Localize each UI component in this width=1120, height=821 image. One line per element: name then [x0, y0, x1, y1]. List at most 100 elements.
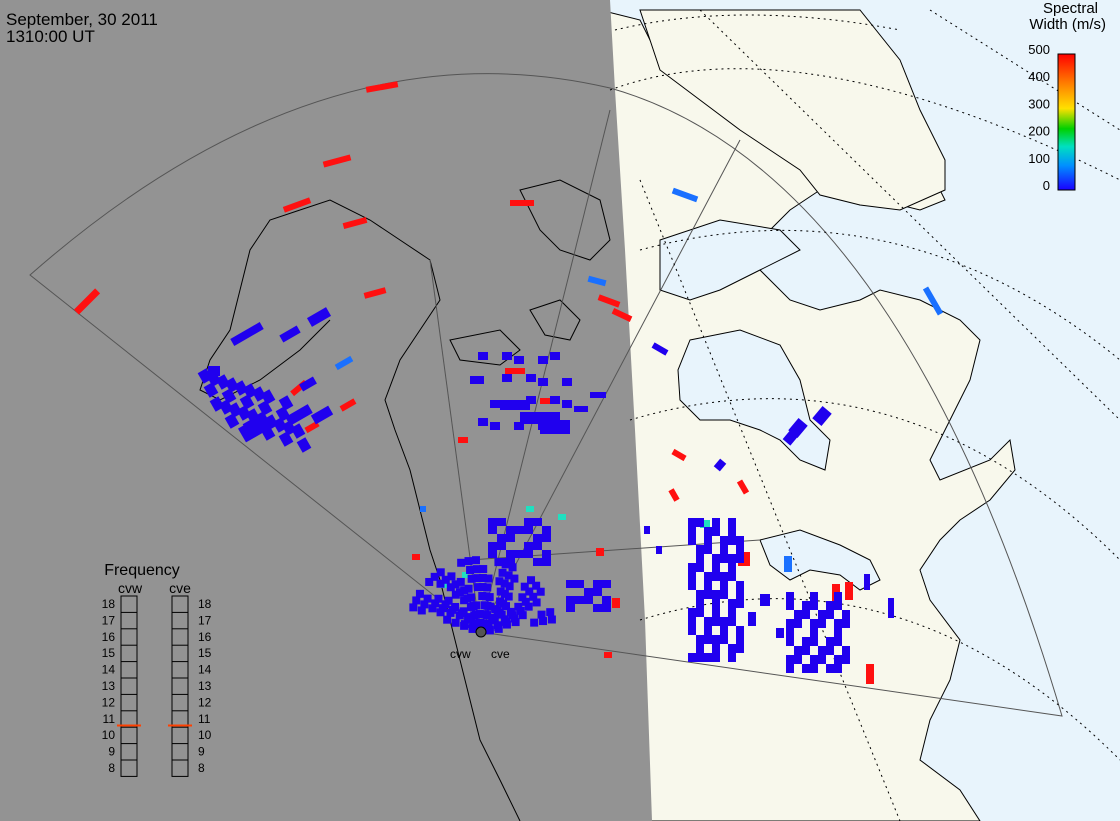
scatter-cell — [506, 534, 515, 542]
scatter-cell — [538, 356, 548, 364]
scatter-cell — [221, 388, 237, 404]
scatter-cell — [451, 602, 460, 611]
scatter-cell — [668, 488, 680, 502]
scatter-cell — [466, 565, 475, 574]
scatter-cell — [802, 601, 810, 610]
frequency-scale-label: 13 — [198, 679, 212, 693]
scatter-cell — [530, 618, 539, 627]
scatter-cell — [712, 572, 720, 581]
scatter-cell — [704, 590, 712, 599]
scatter-cell — [818, 619, 826, 628]
scatter-cell — [712, 617, 720, 626]
scatter-cell — [720, 626, 728, 635]
scatter-cell — [488, 518, 497, 526]
scatter-cell — [704, 572, 712, 581]
scatter-cell — [504, 592, 513, 601]
colorbar-tick-label: 300 — [1028, 96, 1050, 111]
scatter-cell — [818, 655, 826, 664]
scatter-cell — [696, 608, 704, 617]
scatter-cell — [529, 592, 538, 601]
scatter-cell — [712, 608, 720, 617]
scatter-cell — [505, 368, 525, 374]
scatter-cell — [688, 653, 696, 662]
scatter-cell — [518, 611, 527, 620]
frequency-scale-label: 9 — [108, 745, 115, 759]
scatter-cell — [363, 287, 387, 299]
scatter-cell — [696, 563, 704, 572]
scatter-cell — [514, 356, 524, 364]
scatter-cell — [542, 526, 551, 534]
scatter-cell — [696, 599, 704, 608]
scatter-cell — [604, 652, 612, 658]
scatter-cell — [514, 422, 524, 430]
scatter-cell — [310, 405, 334, 425]
scatter-cell — [506, 558, 515, 566]
scatter-cell — [776, 628, 784, 638]
scatter-cell — [490, 616, 499, 625]
scatter-cell — [485, 626, 494, 635]
scatter-cell — [688, 536, 696, 545]
scatter-cell — [720, 545, 728, 554]
scatter-cell — [490, 400, 500, 408]
scatter-cell — [704, 527, 712, 536]
scatter-cell — [538, 378, 548, 386]
scatter-cell — [688, 581, 696, 590]
scatter-cell — [728, 572, 736, 581]
scatter-cell — [712, 563, 720, 572]
scatter-cell — [704, 581, 712, 590]
scatter-cell — [488, 542, 497, 550]
frequency-scale-label: 11 — [103, 712, 116, 726]
scatter-cell — [842, 610, 850, 619]
scatter-cell — [700, 520, 710, 528]
scatter-cell — [420, 600, 429, 609]
scatter-cell — [696, 635, 704, 644]
scatter-cell — [786, 655, 794, 664]
scatter-cell — [736, 599, 744, 608]
scatter-cell — [278, 395, 294, 411]
scatter-cell — [826, 646, 834, 655]
scatter-cell — [794, 655, 802, 664]
scatter-cell — [736, 479, 750, 495]
scatter-cell — [720, 572, 728, 581]
scatter-cell — [720, 554, 728, 563]
scatter-cell — [720, 617, 728, 626]
scatter-cell — [834, 601, 842, 610]
radar-site-marker — [475, 626, 487, 638]
scatter-cell — [550, 396, 560, 404]
scatter-cell — [736, 554, 744, 563]
frequency-scale-label: 8 — [198, 761, 205, 775]
frequency-scale-label: 17 — [102, 613, 116, 627]
scatter-cell — [456, 577, 465, 586]
scatter-cell — [834, 637, 842, 646]
scatter-cell — [712, 518, 720, 527]
scatter-cell — [486, 602, 495, 611]
frequency-scale-label: 9 — [198, 745, 205, 759]
scatter-cell — [688, 617, 696, 626]
scatter-cell — [496, 587, 505, 596]
frequency-column — [171, 595, 189, 777]
scatter-cell — [533, 534, 542, 542]
scatter-cell — [736, 545, 744, 554]
scatter-cell — [497, 610, 506, 619]
scatter-cell — [365, 81, 399, 93]
scatter-cell — [826, 601, 834, 610]
scatter-cell — [704, 653, 712, 662]
scatter-cell — [524, 542, 533, 550]
scatter-cell — [810, 655, 818, 664]
scatter-cell — [688, 626, 696, 635]
scatter-cell — [550, 352, 560, 360]
scatter-cell — [704, 545, 712, 554]
scatter-cell — [490, 422, 500, 430]
scatter-cell — [497, 534, 506, 542]
scatter-cell — [826, 610, 834, 619]
scatter-cell — [818, 610, 826, 619]
scatter-cell — [233, 380, 249, 396]
scatter-cell — [728, 617, 736, 626]
scatter-cell — [696, 644, 704, 653]
scatter-cell — [728, 518, 736, 527]
scatter-cell — [457, 558, 466, 567]
radar-label-cve: cve — [491, 647, 510, 661]
scatter-cell — [518, 593, 527, 602]
scatter-cell — [593, 604, 602, 612]
colorbar-tick-label: 500 — [1028, 42, 1050, 57]
